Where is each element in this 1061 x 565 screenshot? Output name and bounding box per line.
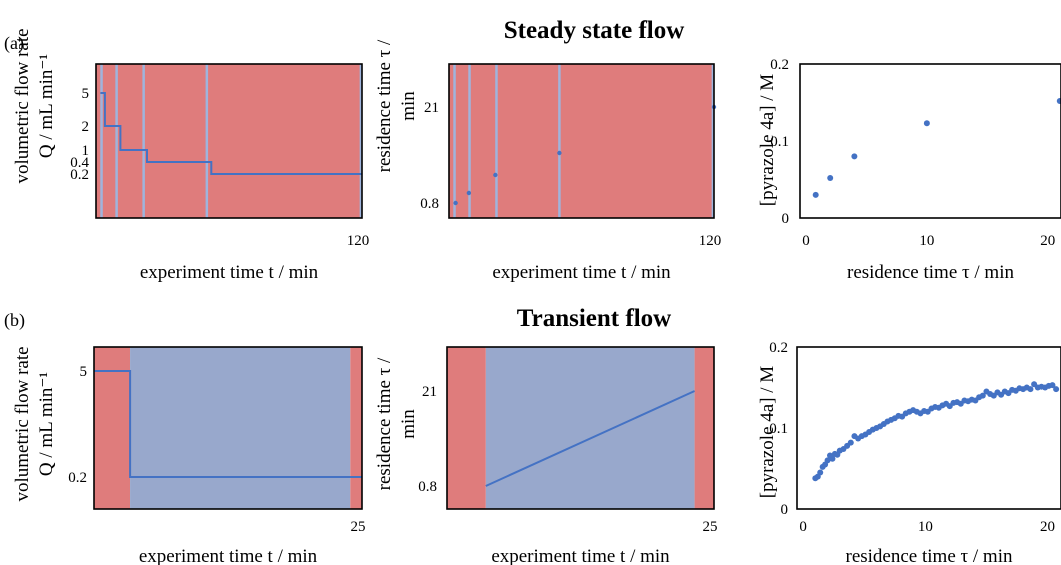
chart-b3: 0.2 0.1 00 10 20 residence time τ / min [pyraz…: [757, 340, 1061, 565]
y-axis-title-line-0: volumetric flow rate: [12, 346, 33, 501]
y-tick-label: 0.2: [769, 340, 788, 356]
chart-a1: 5 2 10.40.2 120 experiment time t / min volum…: [12, 28, 369, 283]
plot-frame: [446, 346, 715, 510]
x-tick-label: 0: [799, 519, 807, 535]
y-tick-label: 0: [781, 502, 789, 518]
y-tick-label: 0.2: [68, 470, 87, 486]
x-tick-label: 120: [347, 233, 370, 249]
data-point-0: [453, 200, 458, 206]
data-point-7: [829, 455, 836, 462]
flow-region-2: [350, 347, 362, 509]
series-line: [100, 92, 362, 175]
y-tick-label: 0.2: [70, 167, 89, 183]
data-point-69: [1053, 386, 1060, 393]
x-axis-title: experiment time t / min: [139, 546, 318, 565]
x-tick-label: 120: [699, 233, 722, 249]
y-axis-title-line-1: Q / mL min⁻¹: [36, 54, 57, 159]
plot-frame: [448, 63, 715, 219]
data-point-13: [847, 439, 854, 446]
flow-region-0: [447, 347, 486, 509]
chart-b2: 21 0.8 25 experiment time t / min residence …: [374, 346, 718, 565]
x-tick-label: 10: [918, 519, 933, 535]
y-tick-label: 5: [80, 364, 88, 380]
series-line: [94, 370, 362, 478]
data-point-5: [824, 457, 831, 464]
x-tick-label: 10: [919, 233, 934, 249]
x-tick-label: 0: [802, 233, 810, 249]
plot-background: [797, 347, 1061, 509]
y-tick-label: 2: [82, 119, 90, 135]
x-axis-title: residence time τ / min: [847, 262, 1014, 283]
y-axis-title-line-0: [pyrazole 4a] / M: [757, 366, 778, 499]
x-tick-label: 25: [351, 519, 366, 535]
plot-background: [449, 64, 714, 218]
x-axis-title: experiment time t / min: [491, 546, 670, 565]
flow-region-0: [94, 347, 131, 509]
plot-frame: [93, 346, 363, 510]
y-axis-title-line-1: min: [398, 409, 419, 439]
y-axis-title-line-1: min: [398, 91, 419, 121]
plot-background: [96, 64, 362, 218]
y-axis-title-line-0: residence time τ /: [374, 357, 395, 490]
flow-region-2: [694, 347, 714, 509]
data-point-2: [851, 153, 858, 160]
data-point-68: [1049, 382, 1056, 389]
y-tick-label: 0.8: [420, 196, 439, 212]
y-tick-label: 5: [82, 86, 90, 102]
panel-label-a: (a): [4, 33, 24, 54]
series-line: [485, 390, 696, 487]
plot-frame: [799, 63, 1061, 219]
y-tick-label: 0.4: [70, 155, 89, 171]
y-axis-title-line-0: volumetric flow rate: [12, 28, 33, 183]
y-tick-label: 1: [82, 143, 90, 159]
plot-background: [800, 64, 1061, 218]
chart-a3: 0.2 0.1 00 10 20 residence time τ / min [pyraz…: [757, 57, 1061, 283]
x-axis-title: residence time τ / min: [846, 546, 1013, 565]
panel-label-b: (b): [4, 310, 25, 331]
y-tick-label: 21: [424, 100, 439, 116]
flow-region-1: [485, 347, 695, 509]
x-tick-label: 25: [703, 519, 718, 535]
y-tick-label: 0: [782, 211, 790, 227]
data-point-49: [979, 392, 986, 399]
data-point-0: [812, 191, 819, 198]
plot-frame: [95, 63, 363, 219]
flow-region-1: [130, 347, 351, 509]
section-title-steady: Steady state flow: [504, 17, 685, 44]
y-axis-title-line-0: residence time τ /: [374, 39, 395, 172]
data-point-1: [827, 174, 834, 181]
y-tick-label: 0.1: [769, 421, 788, 437]
x-tick-label: 20: [1040, 519, 1055, 535]
data-point-1: [466, 190, 472, 196]
chart-b1: 5 0.2 25 experiment time t / min volumetric …: [12, 346, 366, 565]
y-axis-title-line-0: [pyrazole 4a] / M: [757, 74, 778, 207]
x-tick-label: 20: [1040, 233, 1055, 249]
y-tick-label: 0.2: [770, 57, 789, 73]
x-axis-title: experiment time t / min: [492, 262, 671, 283]
y-tick-label: 0.1: [770, 134, 789, 150]
data-point-3: [923, 120, 930, 127]
y-tick-label: 21: [422, 384, 437, 400]
data-point-2: [817, 469, 824, 476]
section-title-transient: Transient flow: [517, 305, 671, 332]
plot-frame: [796, 346, 1061, 510]
data-point-62: [1027, 386, 1034, 393]
y-tick-label: 0.8: [418, 479, 437, 495]
data-point-4: [1056, 97, 1061, 104]
data-point-2: [493, 172, 498, 178]
x-axis-title: experiment time t / min: [140, 262, 319, 283]
y-axis-title-line-1: Q / mL min⁻¹: [36, 372, 57, 477]
data-point-3: [557, 150, 562, 156]
chart-a2: 21 0.8 120 experiment time t / min residence…: [374, 39, 721, 283]
